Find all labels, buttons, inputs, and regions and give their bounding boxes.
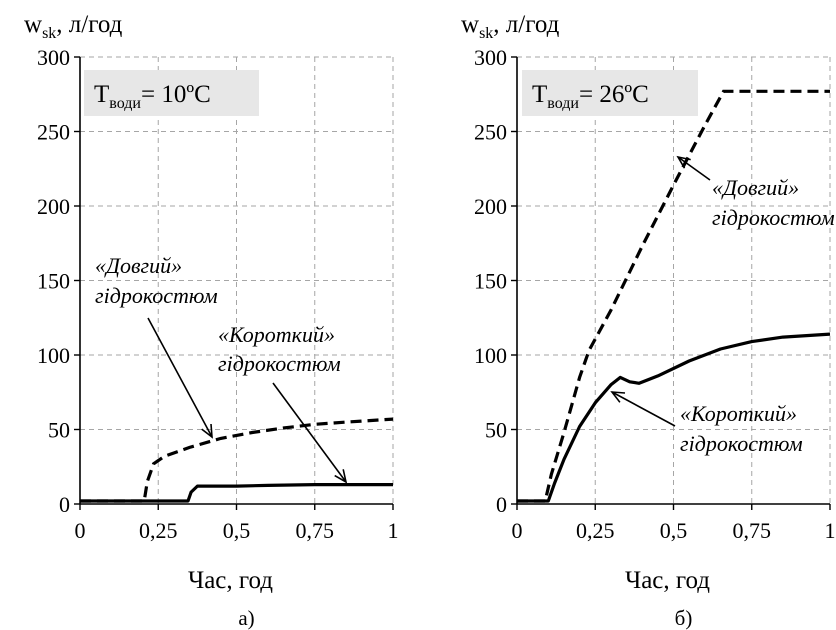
series-annotation-line1: «Довгий»	[95, 253, 182, 278]
series-annotation-line1: «Короткий»	[680, 401, 797, 426]
y-tick-label: 200	[474, 194, 507, 219]
x-tick-label: 0,75	[733, 518, 772, 543]
x-tick-label: 0,5	[660, 518, 688, 543]
condition-box	[522, 70, 698, 116]
x-tick-label: 1	[825, 518, 836, 543]
y-tick-label: 0	[59, 492, 70, 517]
y-tick-label: 300	[474, 45, 507, 70]
series-line-short-wetsuit	[517, 332, 831, 503]
annotation-arrow-head	[610, 391, 626, 403]
y-axis-label-unit: , л/год	[493, 11, 559, 38]
annotation-arrow-shaft	[677, 156, 711, 181]
series-annotation-line1: «Короткий»	[218, 322, 335, 347]
panel-caption: а)	[238, 606, 254, 630]
y-axis-label-main: w	[24, 11, 42, 38]
y-tick-label: 200	[37, 194, 70, 219]
x-tick-label: 0,25	[576, 518, 615, 543]
series-line-short-wetsuit	[80, 483, 393, 503]
series-annotation-line1: «Довгий»	[712, 175, 799, 200]
chart-panel-b: Tводи= 26ºC 0 50 100 150 200 250 300 0 0,25 0,5 0,7…	[461, 11, 836, 630]
series-annotation-line2: гідрокостюм	[95, 283, 218, 308]
series-annotation-line2: гідрокостюм	[680, 431, 803, 456]
chart-panel-a: Tводи= 10ºC 0 50 100 150 200 250 300 0 0,25 0,5 0,7…	[24, 11, 399, 630]
y-axis-label: wsk, л/год	[461, 11, 560, 42]
annotation-arrow-shaft	[272, 382, 347, 483]
x-tick-label: 0,25	[139, 518, 178, 543]
condition-value: = 10ºC	[141, 81, 211, 108]
y-axis-label-main: w	[461, 11, 479, 38]
y-axis-label-subscript: sk	[479, 25, 493, 42]
y-tick-label: 0	[496, 492, 507, 517]
annotation-arrow-head	[676, 155, 691, 169]
y-tick-label: 100	[37, 343, 70, 368]
y-tick-label: 100	[474, 343, 507, 368]
y-axis-label-unit: , л/год	[56, 11, 122, 38]
y-tick-label: 50	[485, 418, 507, 443]
x-tick-label: 0,75	[296, 518, 335, 543]
x-tick-label: 0	[512, 518, 523, 543]
x-axis-label: Час, год	[625, 567, 710, 594]
series-line-long-wetsuit	[80, 417, 394, 503]
y-tick-label: 150	[37, 269, 70, 294]
panel-caption: б)	[675, 606, 693, 630]
annotation-arrow-head	[201, 423, 213, 439]
condition-box	[84, 70, 259, 116]
y-tick-label: 150	[474, 269, 507, 294]
condition-subscript: води	[547, 95, 579, 112]
series-line-long-wetsuit	[517, 89, 830, 503]
annotation-arrow-shaft	[147, 317, 213, 438]
y-tick-label: 300	[37, 45, 70, 70]
series-annotation-line2: гідрокостюм	[218, 351, 341, 376]
condition-label: Tводи= 10ºC	[94, 81, 211, 112]
annotation-arrow-shaft	[611, 391, 676, 427]
x-axis-label: Час, год	[188, 567, 273, 594]
condition-subscript: води	[109, 95, 141, 112]
series-annotation-line2: гідрокостюм	[712, 205, 835, 230]
y-axis-label: wsk, л/год	[24, 11, 123, 42]
y-tick-label: 50	[48, 418, 70, 443]
condition-prefix: T	[94, 81, 109, 108]
annotation-arrow-head	[334, 469, 348, 484]
condition-label: Tводи= 26ºC	[532, 81, 649, 112]
y-tick-label: 250	[37, 120, 70, 145]
y-axis-label-subscript: sk	[42, 25, 56, 42]
y-tick-label: 250	[474, 120, 507, 145]
condition-value: = 26ºC	[579, 81, 649, 108]
condition-prefix: T	[532, 81, 547, 108]
x-tick-label: 1	[388, 518, 399, 543]
x-tick-label: 0,5	[223, 518, 251, 543]
x-tick-label: 0	[75, 518, 86, 543]
